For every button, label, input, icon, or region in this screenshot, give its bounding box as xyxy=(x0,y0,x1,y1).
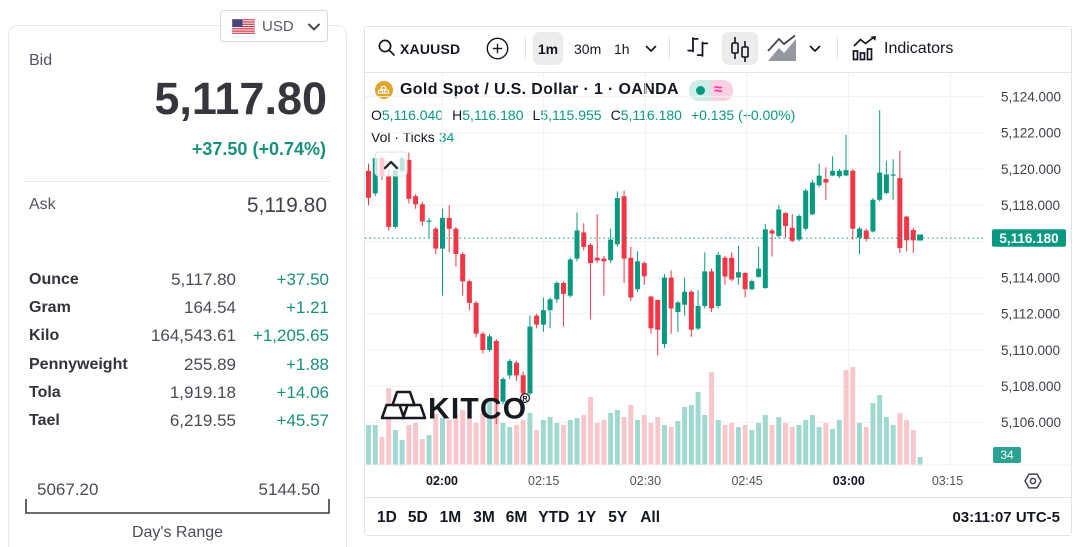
svg-text:5,112.000: 5,112.000 xyxy=(1001,307,1060,322)
svg-text:R: R xyxy=(522,396,527,403)
svg-text:34: 34 xyxy=(1000,448,1014,462)
svg-text:02:00: 02:00 xyxy=(426,474,458,488)
svg-text:5,114.000: 5,114.000 xyxy=(1001,270,1060,285)
svg-text:02:15: 02:15 xyxy=(528,474,559,488)
svg-text:03:00: 03:00 xyxy=(833,474,865,488)
svg-text:02:30: 02:30 xyxy=(630,474,661,488)
svg-text:5,118.000: 5,118.000 xyxy=(1001,198,1060,213)
svg-text:5,108.000: 5,108.000 xyxy=(1001,379,1061,394)
svg-text:5,110.000: 5,110.000 xyxy=(1001,343,1060,358)
svg-text:02:45: 02:45 xyxy=(731,474,762,488)
svg-text:5,120.000: 5,120.000 xyxy=(1001,162,1061,177)
svg-text:KITCO: KITCO xyxy=(428,393,527,426)
svg-text:5,106.000: 5,106.000 xyxy=(1001,415,1061,430)
svg-text:03:15: 03:15 xyxy=(932,474,963,488)
svg-text:5,116.180: 5,116.180 xyxy=(999,231,1058,246)
svg-text:5,122.000: 5,122.000 xyxy=(1001,126,1061,141)
svg-text:5,124.000: 5,124.000 xyxy=(1001,89,1061,104)
